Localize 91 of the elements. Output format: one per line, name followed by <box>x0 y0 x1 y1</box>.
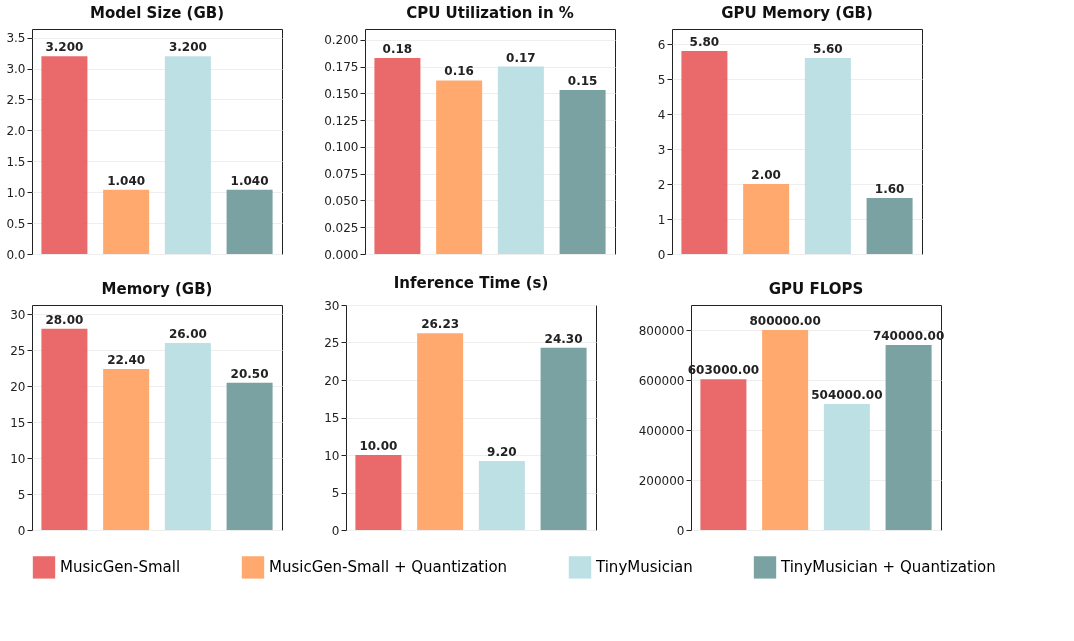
y-tick-label: 3 <box>657 142 666 157</box>
data-label: 0.16 <box>444 64 474 79</box>
bar <box>355 455 402 530</box>
y-tick-label: 6 <box>657 37 666 52</box>
chart-title: GPU Memory (GB) <box>721 4 873 22</box>
bar <box>823 404 870 530</box>
bar <box>743 184 790 254</box>
legend-label: TinyMusician + Quantization <box>780 558 996 577</box>
y-tick-label: 5 <box>17 487 26 502</box>
y-tick-label: 20 <box>10 379 26 394</box>
y-tick-label: 0.075 <box>324 167 359 182</box>
bar <box>164 343 211 530</box>
bar <box>226 382 273 530</box>
bar <box>804 58 851 254</box>
chart-title: GPU FLOPS <box>768 280 864 298</box>
y-tick-label: 10 <box>324 448 340 463</box>
y-tick-label: 1.0 <box>6 185 26 200</box>
data-label: 3.200 <box>45 40 84 55</box>
data-label: 5.80 <box>689 35 720 50</box>
y-tick-label: 0 <box>17 523 26 538</box>
data-label: 10.00 <box>359 439 398 453</box>
bar <box>866 198 913 254</box>
data-label: 800000.00 <box>749 314 821 328</box>
y-tick-label: 0.025 <box>324 220 359 235</box>
data-label: 22.40 <box>107 352 146 367</box>
y-tick-label: 1.5 <box>6 154 26 169</box>
y-tick-label: 5 <box>657 72 666 87</box>
y-tick-label: 5 <box>331 486 340 500</box>
data-label: 1.60 <box>874 182 905 197</box>
data-label: 26.00 <box>168 327 207 342</box>
chart-title: Memory (GB) <box>101 280 213 298</box>
y-tick-label: 15 <box>10 415 26 430</box>
data-label: 1.040 <box>107 173 146 188</box>
y-tick-label: 0 <box>657 247 666 262</box>
data-label: 1.040 <box>230 173 269 188</box>
data-label: 26.23 <box>421 317 460 332</box>
data-label: 0.17 <box>506 50 536 65</box>
data-label: 0.15 <box>567 74 598 89</box>
y-tick-label: 20 <box>324 373 340 388</box>
y-tick-label: 3.5 <box>6 31 26 46</box>
bar <box>762 330 809 530</box>
chart-title: Inference Time (s) <box>393 274 549 292</box>
data-label: 24.30 <box>544 331 583 346</box>
data-label: 20.50 <box>230 366 269 381</box>
y-tick-label: 30 <box>324 298 340 313</box>
y-tick-label: 0.0 <box>6 247 26 262</box>
y-tick-label: 3.0 <box>6 62 26 77</box>
legend-label: TinyMusician <box>595 558 693 577</box>
y-tick-label: 400000 <box>638 423 685 438</box>
y-tick-label: 25 <box>10 343 26 358</box>
y-tick-label: 10 <box>10 451 26 466</box>
y-tick-label: 0.000 <box>324 247 359 262</box>
y-tick-label: 2 <box>657 177 666 192</box>
y-tick-label: 1 <box>657 212 666 227</box>
y-tick-label: 2.0 <box>6 123 26 138</box>
chart-title: Model Size (GB) <box>89 4 225 22</box>
y-tick-label: 0.5 <box>6 216 26 231</box>
data-label: 3.200 <box>168 40 207 55</box>
legend-label: MusicGen-Small <box>60 558 181 577</box>
bar <box>540 347 587 530</box>
data-label: 28.00 <box>45 312 84 327</box>
y-tick-label: 30 <box>10 307 26 322</box>
y-tick-label: 0 <box>676 523 685 538</box>
data-label: 5.60 <box>813 42 843 57</box>
bar <box>885 345 932 530</box>
bar <box>478 461 525 530</box>
y-tick-label: 15 <box>324 411 340 425</box>
y-tick-label: 0.125 <box>324 113 359 128</box>
y-tick-label: 200000 <box>638 473 685 488</box>
y-tick-label: 25 <box>324 336 340 350</box>
y-tick-label: 0.200 <box>324 33 359 48</box>
data-label: 2.00 <box>751 168 781 183</box>
legend-label: MusicGen-Small + Quantization <box>269 558 508 577</box>
bar <box>41 328 88 530</box>
bar <box>103 368 150 530</box>
y-tick-label: 0.050 <box>324 193 359 208</box>
bar <box>700 379 747 530</box>
y-tick-label: 0 <box>331 523 340 538</box>
y-tick-label: 4 <box>657 107 666 122</box>
y-tick-label: 0.175 <box>324 60 359 74</box>
data-label: 0.18 <box>382 41 413 56</box>
bar <box>417 333 464 530</box>
data-label: 504000.00 <box>811 388 883 402</box>
y-tick-label: 800000 <box>638 323 685 338</box>
y-tick-label: 0.100 <box>324 140 359 155</box>
data-label: 9.20 <box>487 445 517 459</box>
y-tick-label: 2.5 <box>6 92 26 107</box>
bar <box>681 51 728 254</box>
y-tick-label: 0.150 <box>324 86 359 101</box>
chart-title: CPU Utilization in % <box>406 4 574 22</box>
y-tick-label: 600000 <box>638 373 685 388</box>
